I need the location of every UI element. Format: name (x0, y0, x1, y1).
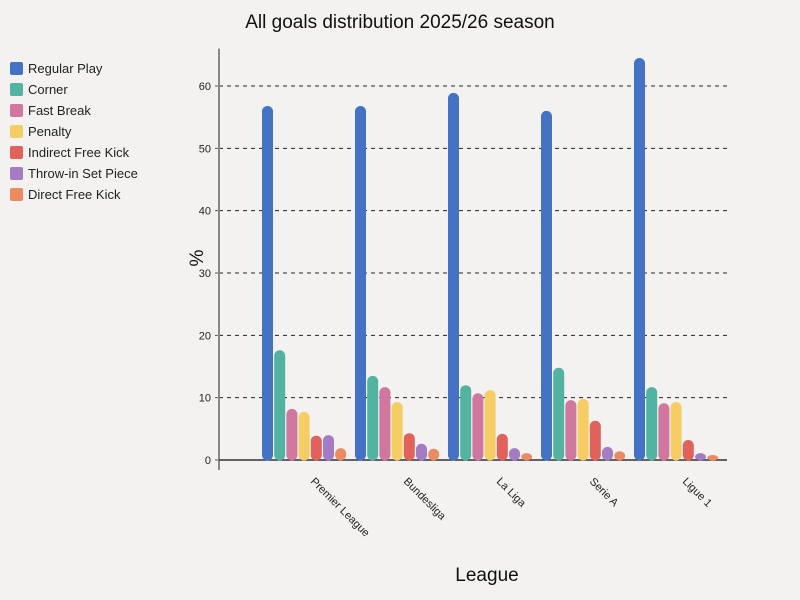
bar (335, 448, 347, 461)
legend-item[interactable]: Throw-in Set Piece (10, 163, 138, 184)
bar (403, 433, 415, 461)
bar (262, 105, 273, 461)
legend-swatch (10, 188, 23, 201)
legend-item[interactable]: Penalty (10, 121, 138, 142)
legend-swatch (10, 62, 23, 75)
x-tick-label: Ligue 1 (680, 476, 714, 510)
bar (682, 440, 694, 461)
legend-item[interactable]: Regular Play (10, 58, 138, 79)
bar (670, 402, 682, 461)
bar (695, 453, 706, 461)
legend-label: Regular Play (28, 61, 103, 76)
bar (379, 387, 391, 461)
legend-swatch (10, 167, 23, 180)
bar (577, 398, 589, 461)
bar (646, 387, 658, 461)
bar (521, 453, 533, 461)
legend-item[interactable]: Direct Free Kick (10, 184, 138, 205)
legend-swatch (10, 146, 23, 159)
bar (634, 57, 645, 461)
bar (286, 408, 298, 461)
bar (323, 435, 334, 461)
y-tick-label: 10 (199, 393, 211, 405)
legend-item[interactable]: Corner (10, 79, 138, 100)
bar (484, 390, 496, 461)
x-tick-label: Premier League (308, 476, 372, 540)
bar (448, 92, 459, 461)
bar (428, 448, 440, 461)
bar (298, 412, 310, 461)
chart-title: All goals distribution 2025/26 season (245, 12, 555, 33)
legend-label: Direct Free Kick (28, 187, 121, 202)
legend-label: Corner (28, 82, 68, 97)
bar (274, 350, 286, 461)
bar (602, 446, 613, 461)
legend-label: Indirect Free Kick (28, 145, 130, 160)
x-tick-label: La Liga (494, 476, 529, 511)
bar (541, 110, 552, 461)
bar (367, 375, 379, 461)
bar (707, 455, 719, 461)
y-tick-label: 50 (199, 143, 211, 155)
bar (460, 385, 472, 461)
x-tick-label: Serie A (587, 476, 621, 510)
x-axis-label: League (455, 565, 518, 586)
bar (310, 435, 322, 461)
legend: Regular Play Corner Fast Break Penalty Indir… (10, 58, 138, 205)
bar (496, 433, 508, 461)
y-tick-label: 20 (199, 330, 211, 342)
bar (589, 420, 601, 461)
legend-label: Penalty (28, 124, 72, 139)
legend-swatch (10, 83, 23, 96)
x-tick-label: Bundesliga (401, 476, 449, 524)
legend-label: Fast Break (28, 103, 91, 118)
legend-item[interactable]: Indirect Free Kick (10, 142, 138, 163)
y-tick-label: 60 (199, 81, 211, 93)
bar (658, 403, 670, 461)
bar (416, 443, 427, 461)
legend-label: Throw-in Set Piece (28, 166, 138, 181)
bar (391, 402, 403, 461)
bar (614, 451, 626, 461)
legend-item[interactable]: Fast Break (10, 100, 138, 121)
bar (472, 393, 484, 461)
legend-swatch (10, 104, 23, 117)
y-tick-label: 0 (205, 455, 211, 467)
bar (509, 448, 520, 461)
bar (565, 400, 577, 461)
y-axis-label: % (187, 249, 208, 266)
bar (553, 367, 565, 461)
y-tick-label: 40 (199, 206, 211, 218)
y-tick-label: 30 (199, 268, 211, 280)
bar (355, 105, 366, 461)
legend-swatch (10, 125, 23, 138)
